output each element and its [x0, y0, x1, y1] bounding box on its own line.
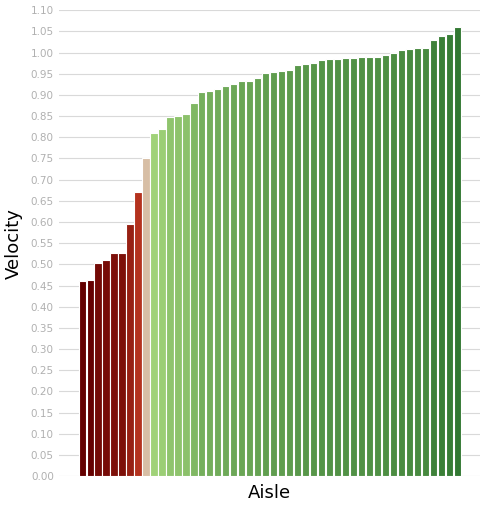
- Bar: [110, 253, 118, 476]
- Bar: [158, 129, 165, 476]
- Bar: [190, 102, 198, 476]
- Bar: [414, 48, 421, 476]
- Bar: [422, 48, 429, 476]
- Bar: [95, 263, 101, 476]
- X-axis label: Aisle: Aisle: [248, 484, 292, 502]
- Bar: [135, 193, 142, 476]
- Bar: [326, 59, 333, 476]
- Bar: [374, 57, 381, 476]
- Bar: [430, 40, 437, 476]
- Bar: [206, 91, 213, 476]
- Bar: [214, 89, 221, 476]
- Bar: [118, 252, 126, 476]
- Bar: [278, 71, 285, 476]
- Bar: [166, 117, 174, 476]
- Bar: [102, 260, 110, 476]
- Y-axis label: Velocity: Velocity: [4, 208, 22, 279]
- Bar: [294, 66, 301, 476]
- Bar: [366, 57, 373, 476]
- Bar: [390, 53, 397, 476]
- Bar: [270, 72, 277, 476]
- Bar: [174, 116, 182, 476]
- Bar: [79, 281, 86, 476]
- Bar: [310, 63, 317, 476]
- Bar: [358, 57, 365, 476]
- Bar: [198, 92, 205, 476]
- Bar: [222, 87, 230, 476]
- Bar: [438, 36, 445, 476]
- Bar: [454, 27, 461, 476]
- Bar: [262, 73, 269, 476]
- Bar: [238, 81, 246, 476]
- Bar: [182, 114, 190, 476]
- Bar: [150, 133, 157, 476]
- Bar: [246, 81, 253, 476]
- Bar: [406, 49, 413, 476]
- Bar: [342, 58, 349, 476]
- Bar: [286, 70, 294, 476]
- Bar: [87, 280, 94, 476]
- Bar: [302, 65, 309, 476]
- Bar: [126, 224, 134, 476]
- Bar: [446, 34, 453, 476]
- Bar: [398, 51, 405, 476]
- Bar: [350, 58, 357, 476]
- Bar: [254, 78, 261, 476]
- Bar: [143, 159, 149, 476]
- Bar: [334, 58, 341, 476]
- Bar: [230, 83, 238, 476]
- Bar: [382, 55, 389, 476]
- Bar: [318, 60, 325, 476]
